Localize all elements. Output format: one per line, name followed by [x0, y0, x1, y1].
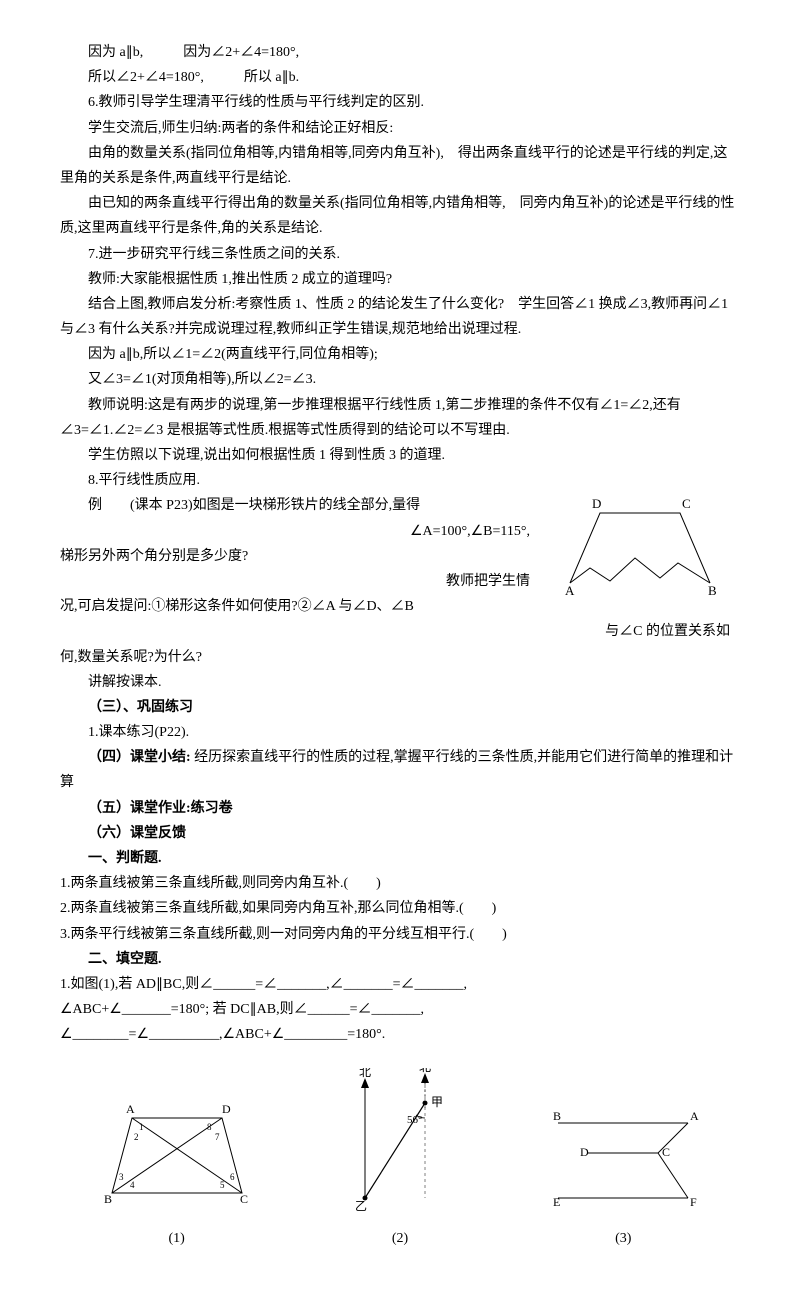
figure-2-caption: (2)	[325, 1226, 475, 1251]
judge-2: 2.两条直线被第三条直线所截,如果同旁内角互补,那么同位角相等.( )	[60, 896, 740, 921]
svg-text:北: 北	[359, 1068, 371, 1079]
line-1b: 因为∠2+∠4=180°,	[183, 40, 299, 65]
fill-3: ∠________=∠__________,∠ABC+∠_________=18…	[60, 1022, 740, 1047]
line-20: 讲解按课本.	[60, 670, 740, 695]
figure-2: 北 北 甲 乙 56° (2)	[325, 1068, 475, 1251]
figure-3-caption: (3)	[538, 1226, 708, 1251]
svg-text:C: C	[240, 1192, 248, 1206]
line-6: 由已知的两条直线平行得出角的数量关系(指同位角相等,内错角相等, 同旁内角互补)…	[60, 191, 740, 241]
line-19: 何,数量关系呢?为什么?	[60, 645, 740, 670]
section-3: （三）、巩固练习	[60, 695, 740, 720]
judge-1: 1.两条直线被第三条直线所截,则同旁内角互补.( )	[60, 871, 740, 896]
svg-text:乙: 乙	[355, 1199, 367, 1213]
line-12: 教师说明:这是有两步的说理,第一步推理根据平行线性质 1,第二步推理的条件不仅有…	[60, 393, 740, 443]
svg-text:A: A	[565, 583, 575, 598]
line-4: 学生交流后,师生归纳:两者的条件和结论正好相反:	[60, 116, 740, 141]
section-5: （五）课堂作业:练习卷	[60, 796, 740, 821]
line-22: 1.课本练习(P22).	[60, 720, 740, 745]
line-8: 教师:大家能根据性质 1,推出性质 2 成立的道理吗?	[60, 267, 740, 292]
section-4: （四）课堂小结: 经历探索直线平行的性质的过程,掌握平行线的三条性质,并能用它们…	[60, 745, 740, 795]
svg-text:3: 3	[119, 1172, 124, 1182]
line-3: 6.教师引导学生理清平行线的性质与平行线判定的区别.	[60, 90, 740, 115]
svg-text:A: A	[690, 1109, 699, 1123]
svg-text:5: 5	[220, 1180, 225, 1190]
svg-text:C: C	[662, 1145, 670, 1159]
svg-text:B: B	[708, 583, 717, 598]
svg-text:8: 8	[207, 1122, 212, 1132]
svg-text:北: 北	[419, 1068, 431, 1074]
section-4-title: （四）课堂小结:	[88, 750, 191, 765]
svg-text:D: D	[580, 1145, 589, 1159]
section-6: （六）课堂反馈	[60, 821, 740, 846]
judge-3: 3.两条平行线被第三条直线所截,则一对同旁内角的平分线互相平行.( )	[60, 922, 740, 947]
svg-text:A: A	[126, 1102, 135, 1116]
svg-text:F: F	[690, 1195, 697, 1209]
svg-text:2: 2	[134, 1132, 139, 1142]
fill-2: ∠ABC+∠_______=180°; 若 DC∥AB,则∠______=∠__…	[60, 997, 740, 1022]
svg-text:1: 1	[139, 1122, 144, 1132]
line-7: 7.进一步研究平行线三条性质之间的关系.	[60, 242, 740, 267]
line-2a: 所以∠2+∠4=180°,	[60, 65, 204, 90]
svg-text:D: D	[222, 1102, 231, 1116]
svg-text:4: 4	[130, 1180, 135, 1190]
figure-3: B A D C E F (3)	[538, 1098, 708, 1251]
svg-text:7: 7	[215, 1132, 220, 1142]
line-2b: 所以 a∥b.	[244, 65, 299, 90]
svg-text:B: B	[553, 1109, 561, 1123]
line-5: 由角的数量关系(指同位角相等,内错角相等,同旁内角互补), 得出两条直线平行的论…	[60, 141, 740, 191]
svg-text:甲: 甲	[431, 1095, 443, 1109]
line-9: 结合上图,教师启发分析:考察性质 1、性质 2 的结论发生了什么变化? 学生回答…	[60, 292, 740, 342]
line-18b: 与∠C 的位置关系如	[60, 619, 730, 644]
line-13: 学生仿照以下说理,说出如何根据性质 1 得到性质 3 的道理.	[60, 443, 740, 468]
figure-1: A D B C 1 2 3 4 5 6 7 8 (1)	[92, 1098, 262, 1251]
svg-text:56°: 56°	[407, 1114, 422, 1126]
trapezoid-figure: A B C D	[550, 493, 730, 603]
line-14: 8.平行线性质应用.	[60, 468, 740, 493]
svg-text:6: 6	[230, 1172, 235, 1182]
svg-text:C: C	[682, 496, 691, 511]
line-1a: 因为 a∥b,	[60, 40, 143, 65]
line-10: 因为 a∥b,所以∠1=∠2(两直线平行,同位角相等);	[60, 342, 740, 367]
svg-text:D: D	[592, 496, 601, 511]
line-11: 又∠3=∠1(对顶角相等),所以∠2=∠3.	[60, 367, 740, 392]
fill-1: 1.如图(1),若 AD∥BC,则∠______=∠_______,∠_____…	[60, 972, 740, 997]
svg-text:E: E	[553, 1195, 560, 1209]
figure-1-caption: (1)	[92, 1226, 262, 1251]
heading-fill: 二、填空题.	[60, 947, 740, 972]
svg-text:B: B	[104, 1192, 112, 1206]
heading-judge: 一、判断题.	[60, 846, 740, 871]
line-15a: 例 (课本 P23)如图是一块梯形铁片的线全部分,量得	[88, 498, 420, 513]
